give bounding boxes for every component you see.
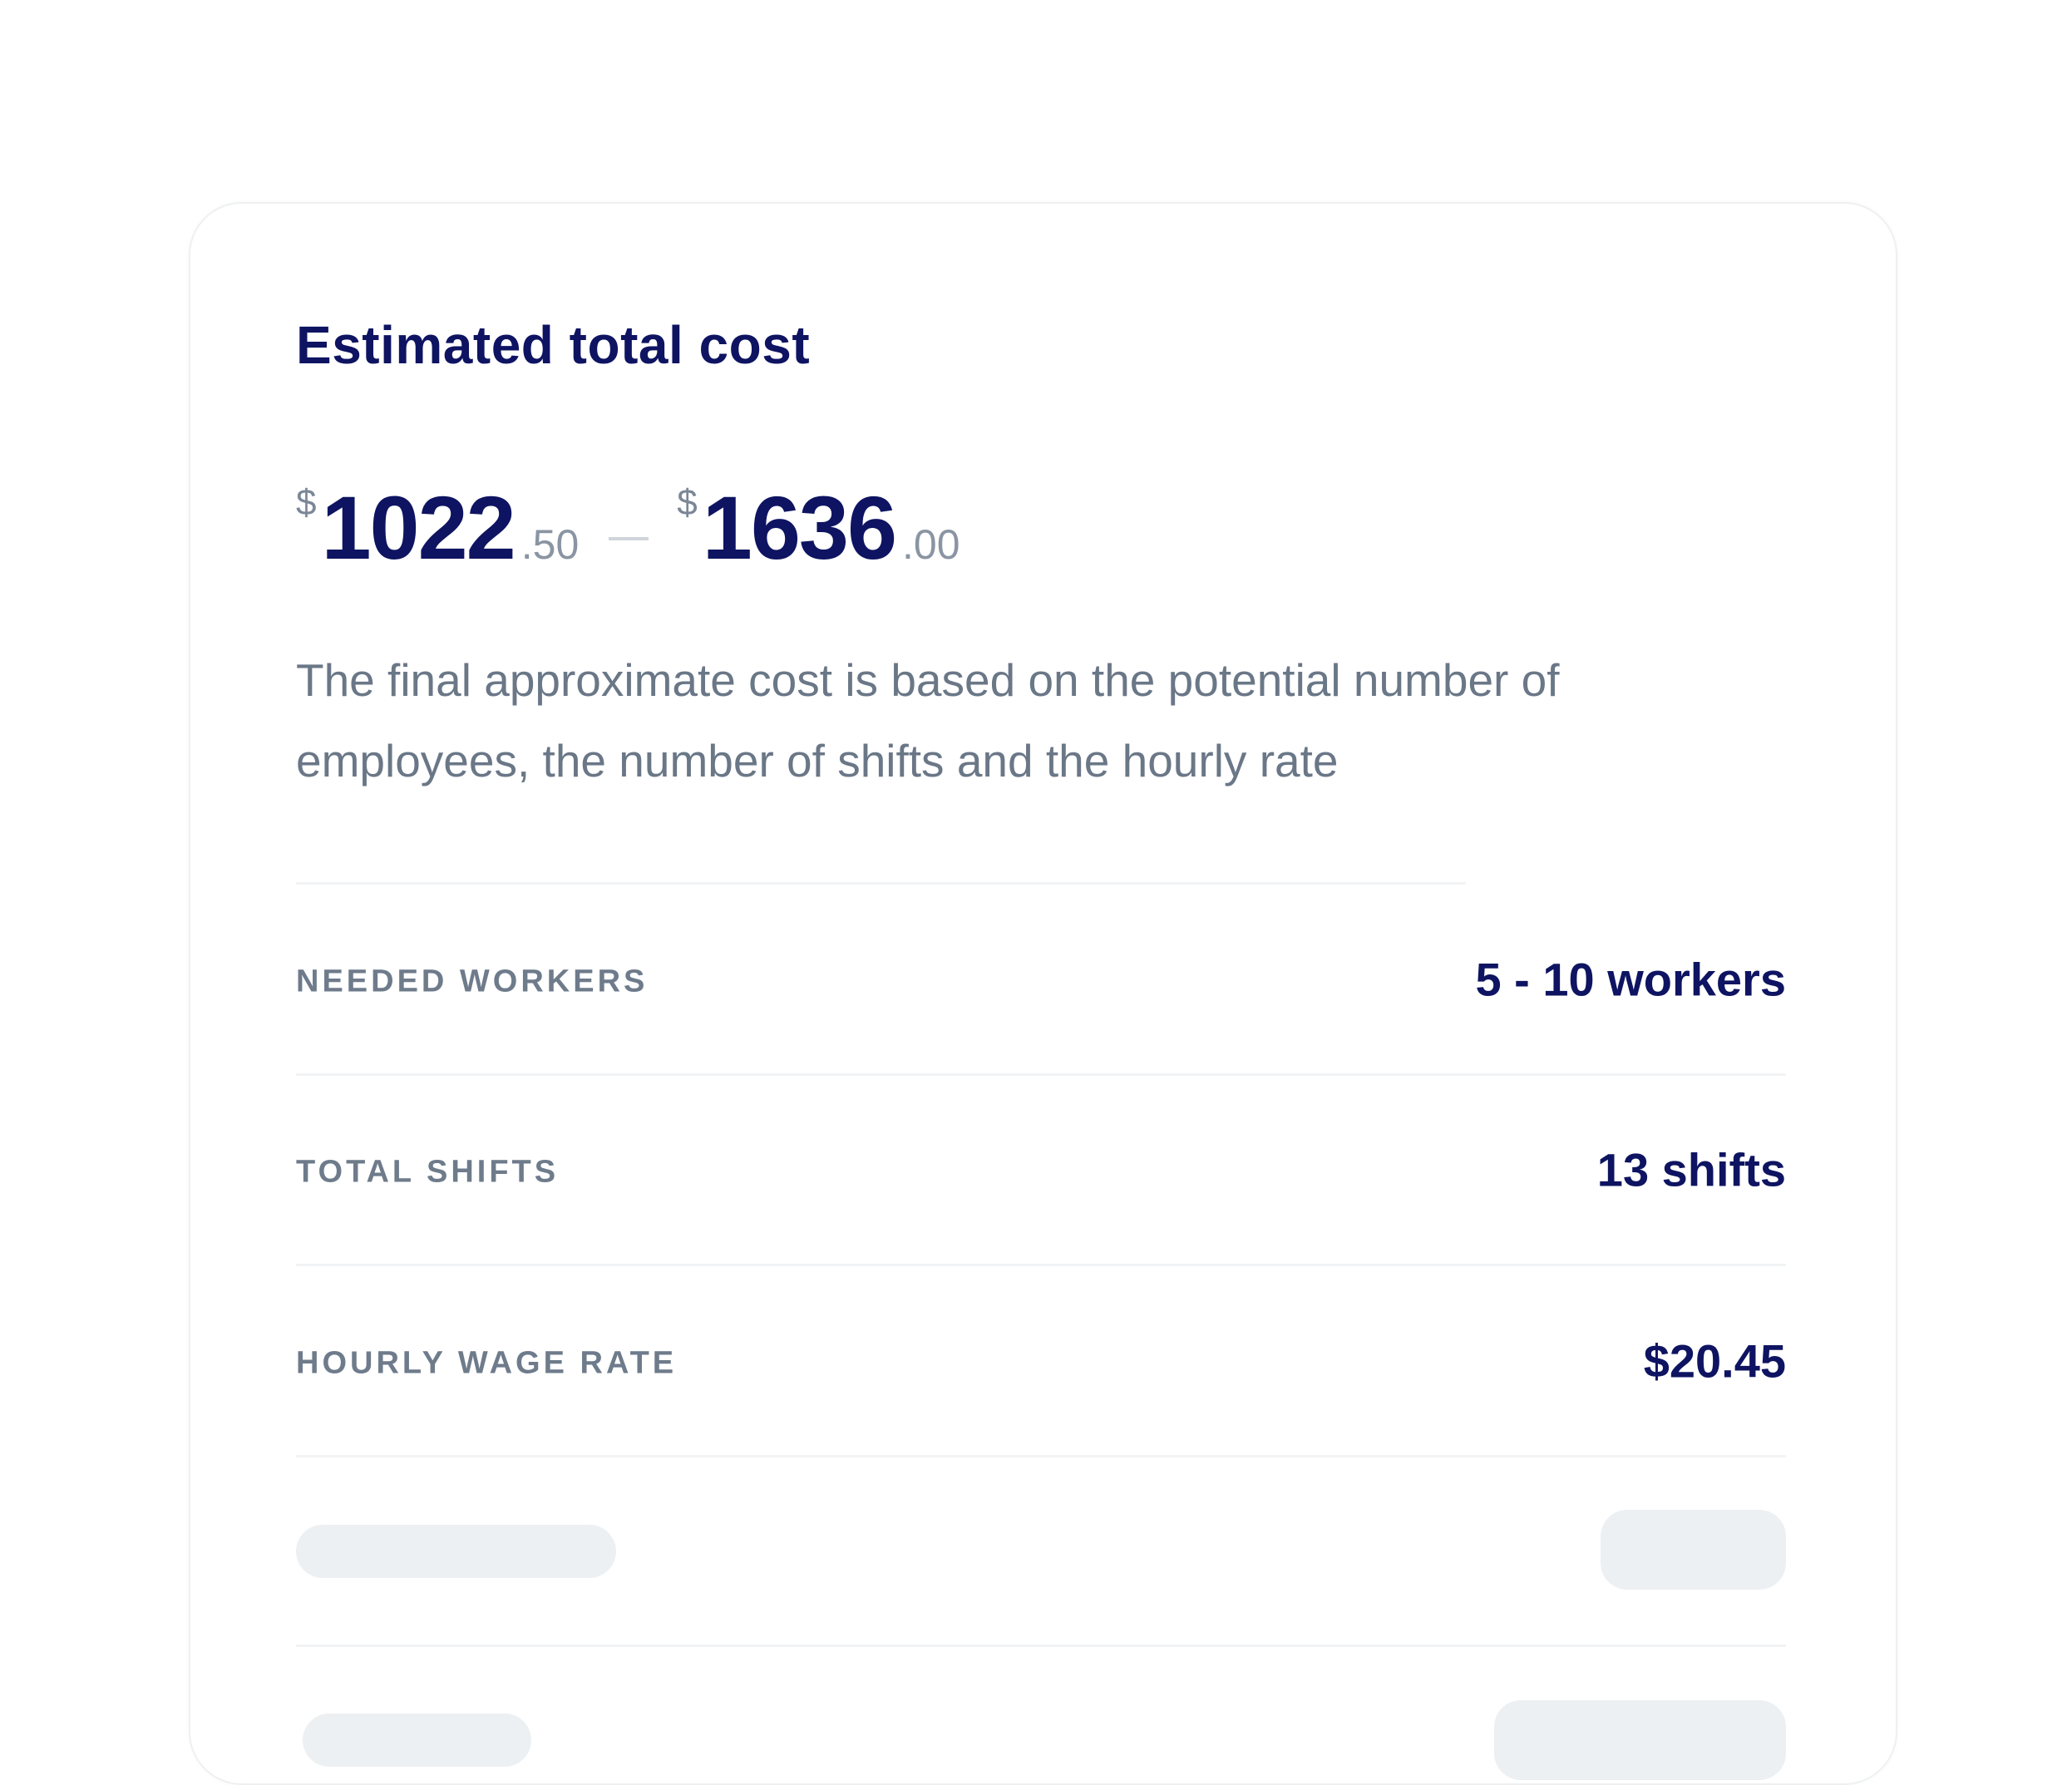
cost-description: The final approximate cost is based on t… xyxy=(296,654,1560,786)
row-value-total-shifts: 13 shifts xyxy=(1596,1143,1786,1196)
skeleton-value xyxy=(1601,1510,1786,1590)
price-min-currency: $ xyxy=(296,482,317,523)
range-dash xyxy=(609,537,649,540)
divider xyxy=(296,1644,1786,1647)
row-value-needed-workers: 5 - 10 workers xyxy=(1475,953,1786,1006)
row-label-hourly-wage: HOURLY WAGE RATE xyxy=(296,1345,678,1381)
skeleton-label xyxy=(296,1525,616,1578)
skeleton-label xyxy=(303,1714,531,1767)
price-min-integer: 1022 xyxy=(321,477,516,578)
divider xyxy=(296,1073,1786,1076)
price-max-currency: $ xyxy=(677,482,698,523)
price-min-decimal: .50 xyxy=(520,521,580,568)
price-range: $ 1022 .50 $ 1636 .00 xyxy=(296,474,960,574)
price-max-integer: 1636 xyxy=(702,477,897,578)
divider xyxy=(296,1264,1786,1266)
row-value-hourly-wage: $20.45 xyxy=(1643,1334,1786,1388)
divider xyxy=(296,882,1466,885)
skeleton-value xyxy=(1494,1700,1786,1780)
card-title: Estimated total cost xyxy=(296,315,811,375)
divider xyxy=(296,1455,1786,1457)
price-max-decimal: .00 xyxy=(902,521,960,568)
row-label-total-shifts: TOTAL SHIFTS xyxy=(296,1154,560,1190)
row-label-needed-workers: NEEDED WORKERS xyxy=(296,964,649,999)
